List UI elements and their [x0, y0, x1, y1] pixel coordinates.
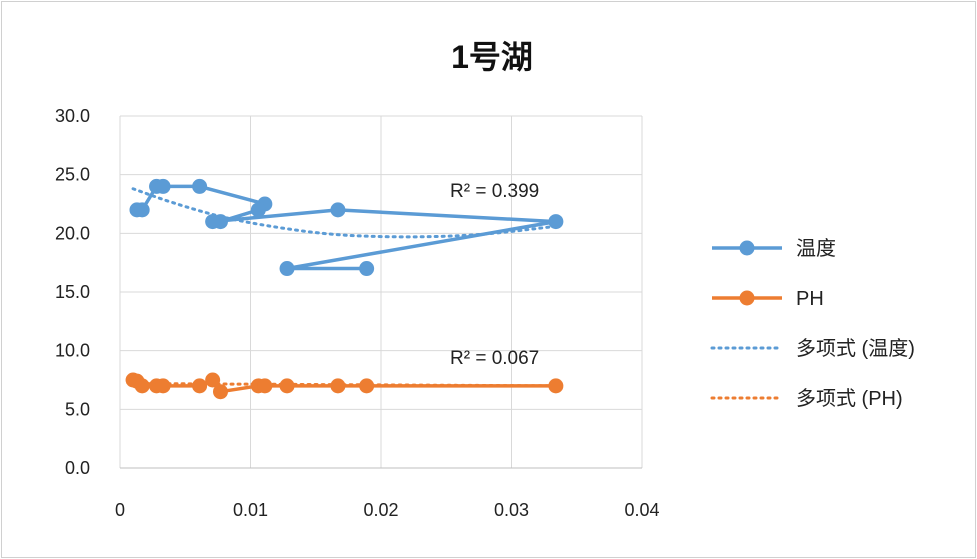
data-point-0: [548, 214, 564, 230]
x-tick-label: 0.03: [494, 500, 529, 520]
data-point-1: [548, 378, 564, 394]
data-point-1: [359, 378, 375, 394]
r2-label-temperature: R² = 0.399: [450, 181, 539, 202]
chart-title: 1号湖: [451, 39, 533, 75]
grid-layer: [119, 115, 643, 469]
y-tick-label: 5.0: [65, 399, 90, 419]
data-point-0: [330, 202, 346, 218]
data-point-1: [257, 378, 273, 394]
y-tick-label: 20.0: [55, 223, 90, 243]
y-tick-label: 0.0: [65, 458, 90, 478]
x-tick-label: 0.01: [233, 500, 268, 520]
data-point-1: [212, 384, 228, 400]
series-layer: [125, 178, 564, 400]
x-tick-label: 0.02: [363, 500, 398, 520]
r2-label-ph: R² = 0.067: [450, 348, 539, 369]
legend-label-2: 多项式 (温度): [796, 337, 915, 360]
legend-label-3: 多项式 (PH): [796, 387, 903, 410]
legend-label-0: 温度: [796, 237, 836, 260]
data-point-1: [279, 378, 295, 394]
data-point-1: [134, 378, 150, 394]
legend-label-1: PH: [796, 288, 824, 310]
data-point-0: [155, 178, 171, 194]
data-point-0: [134, 202, 150, 218]
x-tick-label: 0: [115, 500, 125, 520]
data-point-0: [192, 178, 208, 194]
legend-marker-1: [739, 290, 755, 306]
data-point-0: [359, 261, 375, 277]
x-tick-label: 0.04: [624, 500, 659, 520]
y-tick-label: 10.0: [55, 341, 90, 361]
data-point-0: [205, 214, 221, 230]
data-point-0: [279, 261, 295, 277]
tick-label-layer: 0.0 5.0 10.0 15.0 20.0 25.0 30.0 0 0.01 0.02 0.03 0…: [55, 106, 660, 520]
legend: 温度 PH 多项式 (温度) 多项式 (PH): [710, 237, 915, 410]
data-point-0: [250, 202, 266, 218]
data-point-1: [330, 378, 346, 394]
trendline-2: [131, 187, 558, 239]
legend-marker-0: [739, 240, 755, 256]
y-tick-label: 30.0: [55, 106, 90, 126]
data-point-1: [205, 372, 221, 388]
y-tick-label: 25.0: [55, 165, 90, 185]
data-point-1: [155, 378, 171, 394]
y-tick-label: 15.0: [55, 282, 90, 302]
data-point-1: [192, 378, 208, 394]
